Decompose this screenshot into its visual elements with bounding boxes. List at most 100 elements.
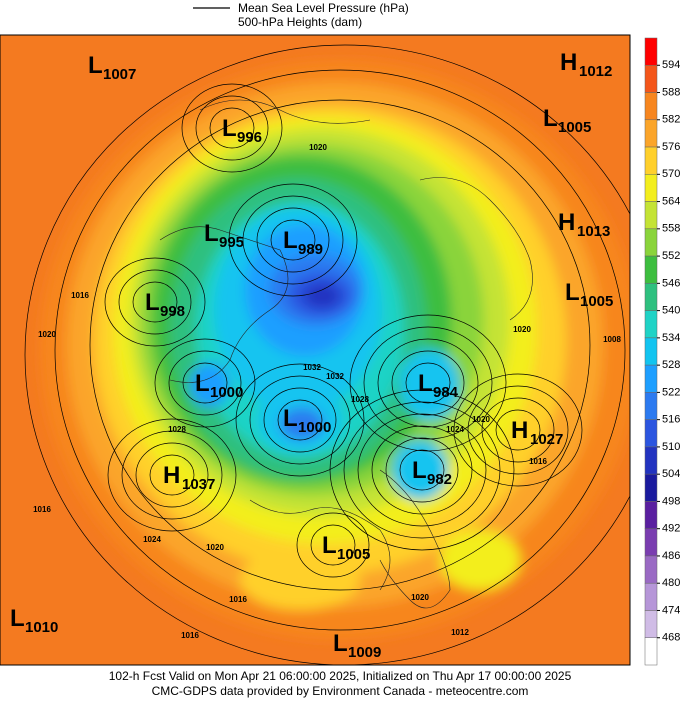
isobar	[89, 99, 591, 591]
coastline	[199, 99, 371, 124]
colorbar-label: 474	[662, 604, 680, 616]
colorbar-label: 552	[662, 250, 680, 262]
colorbar-label: 492	[662, 523, 680, 535]
center-letter: L	[88, 52, 103, 79]
center-letter: L	[10, 605, 25, 632]
isobar	[195, 95, 269, 161]
legend-heights: 500-hPa Heights (dam)	[238, 15, 362, 29]
isobar	[377, 338, 479, 428]
colorbar-box	[644, 92, 658, 121]
center-letter: H	[163, 462, 180, 489]
contour-labels: 1020 1016 1020 1028 1024 1016 1020 1032 1032 1028…	[33, 143, 621, 640]
colorbar-label: 468	[662, 632, 680, 644]
contour-label: 1020	[472, 415, 490, 424]
isobar	[399, 449, 445, 491]
colorbar-label: 582	[662, 114, 680, 126]
colorbar-box	[644, 37, 658, 66]
isobar	[357, 413, 487, 527]
isobar	[209, 107, 255, 149]
map-frame	[0, 34, 631, 666]
colorbar-label: 540	[662, 305, 680, 317]
colorbar-box	[644, 255, 658, 284]
isobar	[54, 69, 626, 631]
colorbar-box	[644, 446, 658, 475]
colorbar-label: 480	[662, 577, 680, 589]
center-letter: L	[333, 630, 348, 657]
isobar	[121, 430, 223, 520]
isobar	[256, 207, 330, 273]
center-letter: L	[195, 370, 210, 397]
isobar	[242, 195, 344, 285]
isobar	[263, 387, 337, 453]
isobar	[182, 362, 228, 404]
pressure-contours	[24, 44, 630, 665]
contour-label: 1028	[168, 425, 186, 434]
coastline	[249, 499, 391, 591]
isobar	[310, 524, 356, 566]
center-letter: L	[543, 105, 558, 132]
center-pressure: 984	[433, 384, 459, 401]
center-pressure: 1000	[298, 419, 331, 436]
isobar	[249, 375, 351, 465]
isobar	[363, 326, 493, 440]
contour-label: 1016	[229, 595, 247, 604]
contour-label: 1008	[603, 335, 621, 344]
contour-label: 1016	[33, 505, 51, 514]
isobar	[154, 338, 256, 428]
colorbar-box	[644, 501, 658, 529]
colorbar-label: 510	[662, 441, 680, 453]
colorbar-box	[644, 473, 658, 502]
center-pressure: 1005	[337, 546, 370, 563]
footer-source: CMC-GDPS data provided by Environment Ca…	[152, 684, 529, 698]
isobar	[405, 362, 451, 404]
isobar	[277, 399, 323, 441]
isobar	[270, 219, 316, 261]
colorbar-box	[644, 364, 658, 393]
coastlines	[159, 99, 533, 609]
center-pressure: 1007	[103, 66, 136, 83]
contour-label: 1020	[411, 593, 429, 602]
colorbar-box	[644, 310, 658, 339]
isobar	[24, 44, 630, 665]
center-pressure: 1012	[579, 63, 612, 80]
center-letter: L	[412, 457, 427, 484]
contour-label: 1020	[309, 143, 327, 152]
contour-label: 1032	[326, 372, 344, 381]
colorbar-label: 504	[662, 468, 680, 480]
isobar	[149, 454, 195, 496]
colorbar-label: 486	[662, 550, 680, 562]
colorbar-box	[644, 610, 658, 638]
colorbar-box	[644, 582, 658, 611]
colorbar-label: 564	[662, 195, 680, 207]
colorbar-label: 588	[662, 86, 680, 98]
isobar	[296, 512, 370, 578]
isobar	[168, 350, 242, 416]
isobar	[118, 269, 192, 335]
height-band	[304, 284, 340, 308]
center-pressure: 1005	[558, 119, 591, 136]
isobar	[467, 385, 569, 475]
isobar	[453, 373, 583, 487]
colorbar-label: 534	[662, 332, 680, 344]
center-letter: L	[565, 279, 580, 306]
colorbar-label: 546	[662, 277, 680, 289]
contour-label: 1032	[303, 363, 321, 372]
center-pressure: 1005	[580, 293, 613, 310]
colorbar-label: 498	[662, 495, 680, 507]
isobar	[132, 281, 178, 323]
contour-label: 1016	[181, 631, 199, 640]
colorbar-box	[644, 392, 658, 420]
isobar	[385, 437, 459, 503]
contour-label: 1020	[206, 543, 224, 552]
isobar	[228, 183, 358, 297]
center-pressure: 1013	[577, 223, 610, 240]
colorbar-label: 576	[662, 141, 680, 153]
center-letter: L	[418, 370, 433, 397]
contour-label: 1024	[143, 535, 161, 544]
center-letter: L	[322, 532, 337, 559]
colorbar-label: 570	[662, 168, 680, 180]
colorbar-box	[644, 201, 658, 230]
contour-label: 1020	[38, 330, 56, 339]
